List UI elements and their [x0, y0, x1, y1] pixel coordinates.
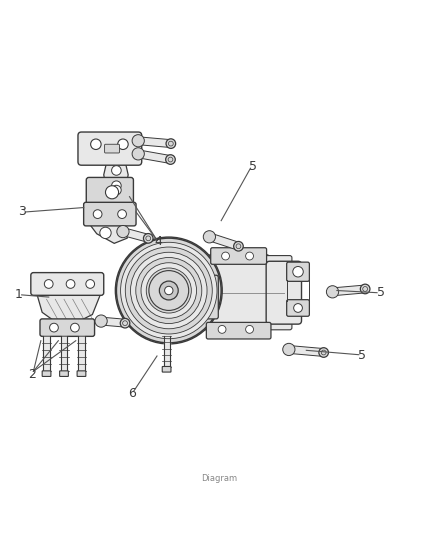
Circle shape [120, 243, 217, 338]
Text: 5: 5 [377, 286, 385, 299]
Text: 5: 5 [249, 159, 257, 173]
Circle shape [319, 348, 328, 357]
Circle shape [146, 268, 191, 313]
Circle shape [149, 271, 189, 310]
Circle shape [71, 323, 79, 332]
Circle shape [132, 135, 145, 147]
FancyBboxPatch shape [42, 371, 51, 376]
Circle shape [93, 210, 102, 219]
Circle shape [166, 155, 175, 164]
FancyBboxPatch shape [86, 177, 134, 207]
Circle shape [283, 343, 295, 356]
Polygon shape [208, 233, 240, 250]
Polygon shape [138, 137, 171, 148]
FancyBboxPatch shape [77, 371, 86, 376]
Circle shape [112, 185, 121, 195]
Circle shape [246, 252, 254, 260]
Text: Diagram: Diagram [201, 474, 237, 482]
Circle shape [125, 247, 212, 334]
Circle shape [293, 304, 302, 312]
Polygon shape [332, 285, 365, 296]
Circle shape [86, 280, 95, 288]
Circle shape [159, 281, 178, 300]
Circle shape [222, 252, 230, 260]
Circle shape [136, 257, 202, 324]
Circle shape [132, 148, 145, 160]
Circle shape [293, 266, 303, 277]
Circle shape [66, 280, 75, 288]
Circle shape [115, 237, 222, 344]
Circle shape [100, 227, 111, 239]
Circle shape [91, 139, 101, 149]
FancyBboxPatch shape [105, 144, 120, 153]
FancyBboxPatch shape [211, 248, 267, 264]
Text: 3: 3 [18, 205, 25, 219]
Polygon shape [104, 159, 128, 201]
FancyBboxPatch shape [78, 132, 142, 165]
Text: 2: 2 [28, 368, 36, 381]
Circle shape [246, 326, 254, 333]
FancyBboxPatch shape [185, 256, 292, 330]
Circle shape [203, 231, 215, 243]
Circle shape [112, 181, 121, 190]
Circle shape [166, 139, 176, 148]
FancyBboxPatch shape [84, 203, 136, 226]
Text: 6: 6 [128, 386, 136, 400]
Polygon shape [289, 345, 324, 357]
FancyBboxPatch shape [31, 272, 104, 295]
FancyBboxPatch shape [206, 322, 271, 339]
Circle shape [165, 286, 173, 295]
Polygon shape [36, 293, 101, 323]
FancyBboxPatch shape [40, 319, 95, 336]
Circle shape [144, 233, 153, 243]
Circle shape [106, 185, 119, 199]
Text: 5: 5 [358, 349, 366, 362]
FancyBboxPatch shape [197, 275, 218, 319]
Text: 1: 1 [14, 288, 22, 301]
Polygon shape [138, 150, 171, 164]
FancyBboxPatch shape [287, 300, 309, 316]
FancyBboxPatch shape [266, 261, 301, 324]
Polygon shape [90, 224, 130, 244]
Circle shape [141, 263, 197, 318]
Circle shape [360, 284, 370, 294]
Circle shape [117, 238, 221, 343]
Text: 4: 4 [155, 235, 162, 248]
Circle shape [118, 210, 127, 219]
FancyBboxPatch shape [162, 367, 171, 372]
Polygon shape [101, 317, 125, 327]
Circle shape [326, 286, 339, 298]
Circle shape [112, 166, 121, 175]
Circle shape [120, 318, 130, 328]
Circle shape [118, 139, 128, 149]
Circle shape [131, 252, 207, 329]
Circle shape [218, 326, 226, 333]
Circle shape [49, 323, 58, 332]
FancyBboxPatch shape [60, 371, 68, 376]
Polygon shape [122, 228, 149, 242]
Circle shape [117, 225, 129, 238]
Ellipse shape [182, 249, 295, 336]
FancyBboxPatch shape [287, 262, 309, 281]
Circle shape [95, 315, 107, 327]
Circle shape [233, 241, 243, 251]
Circle shape [44, 280, 53, 288]
